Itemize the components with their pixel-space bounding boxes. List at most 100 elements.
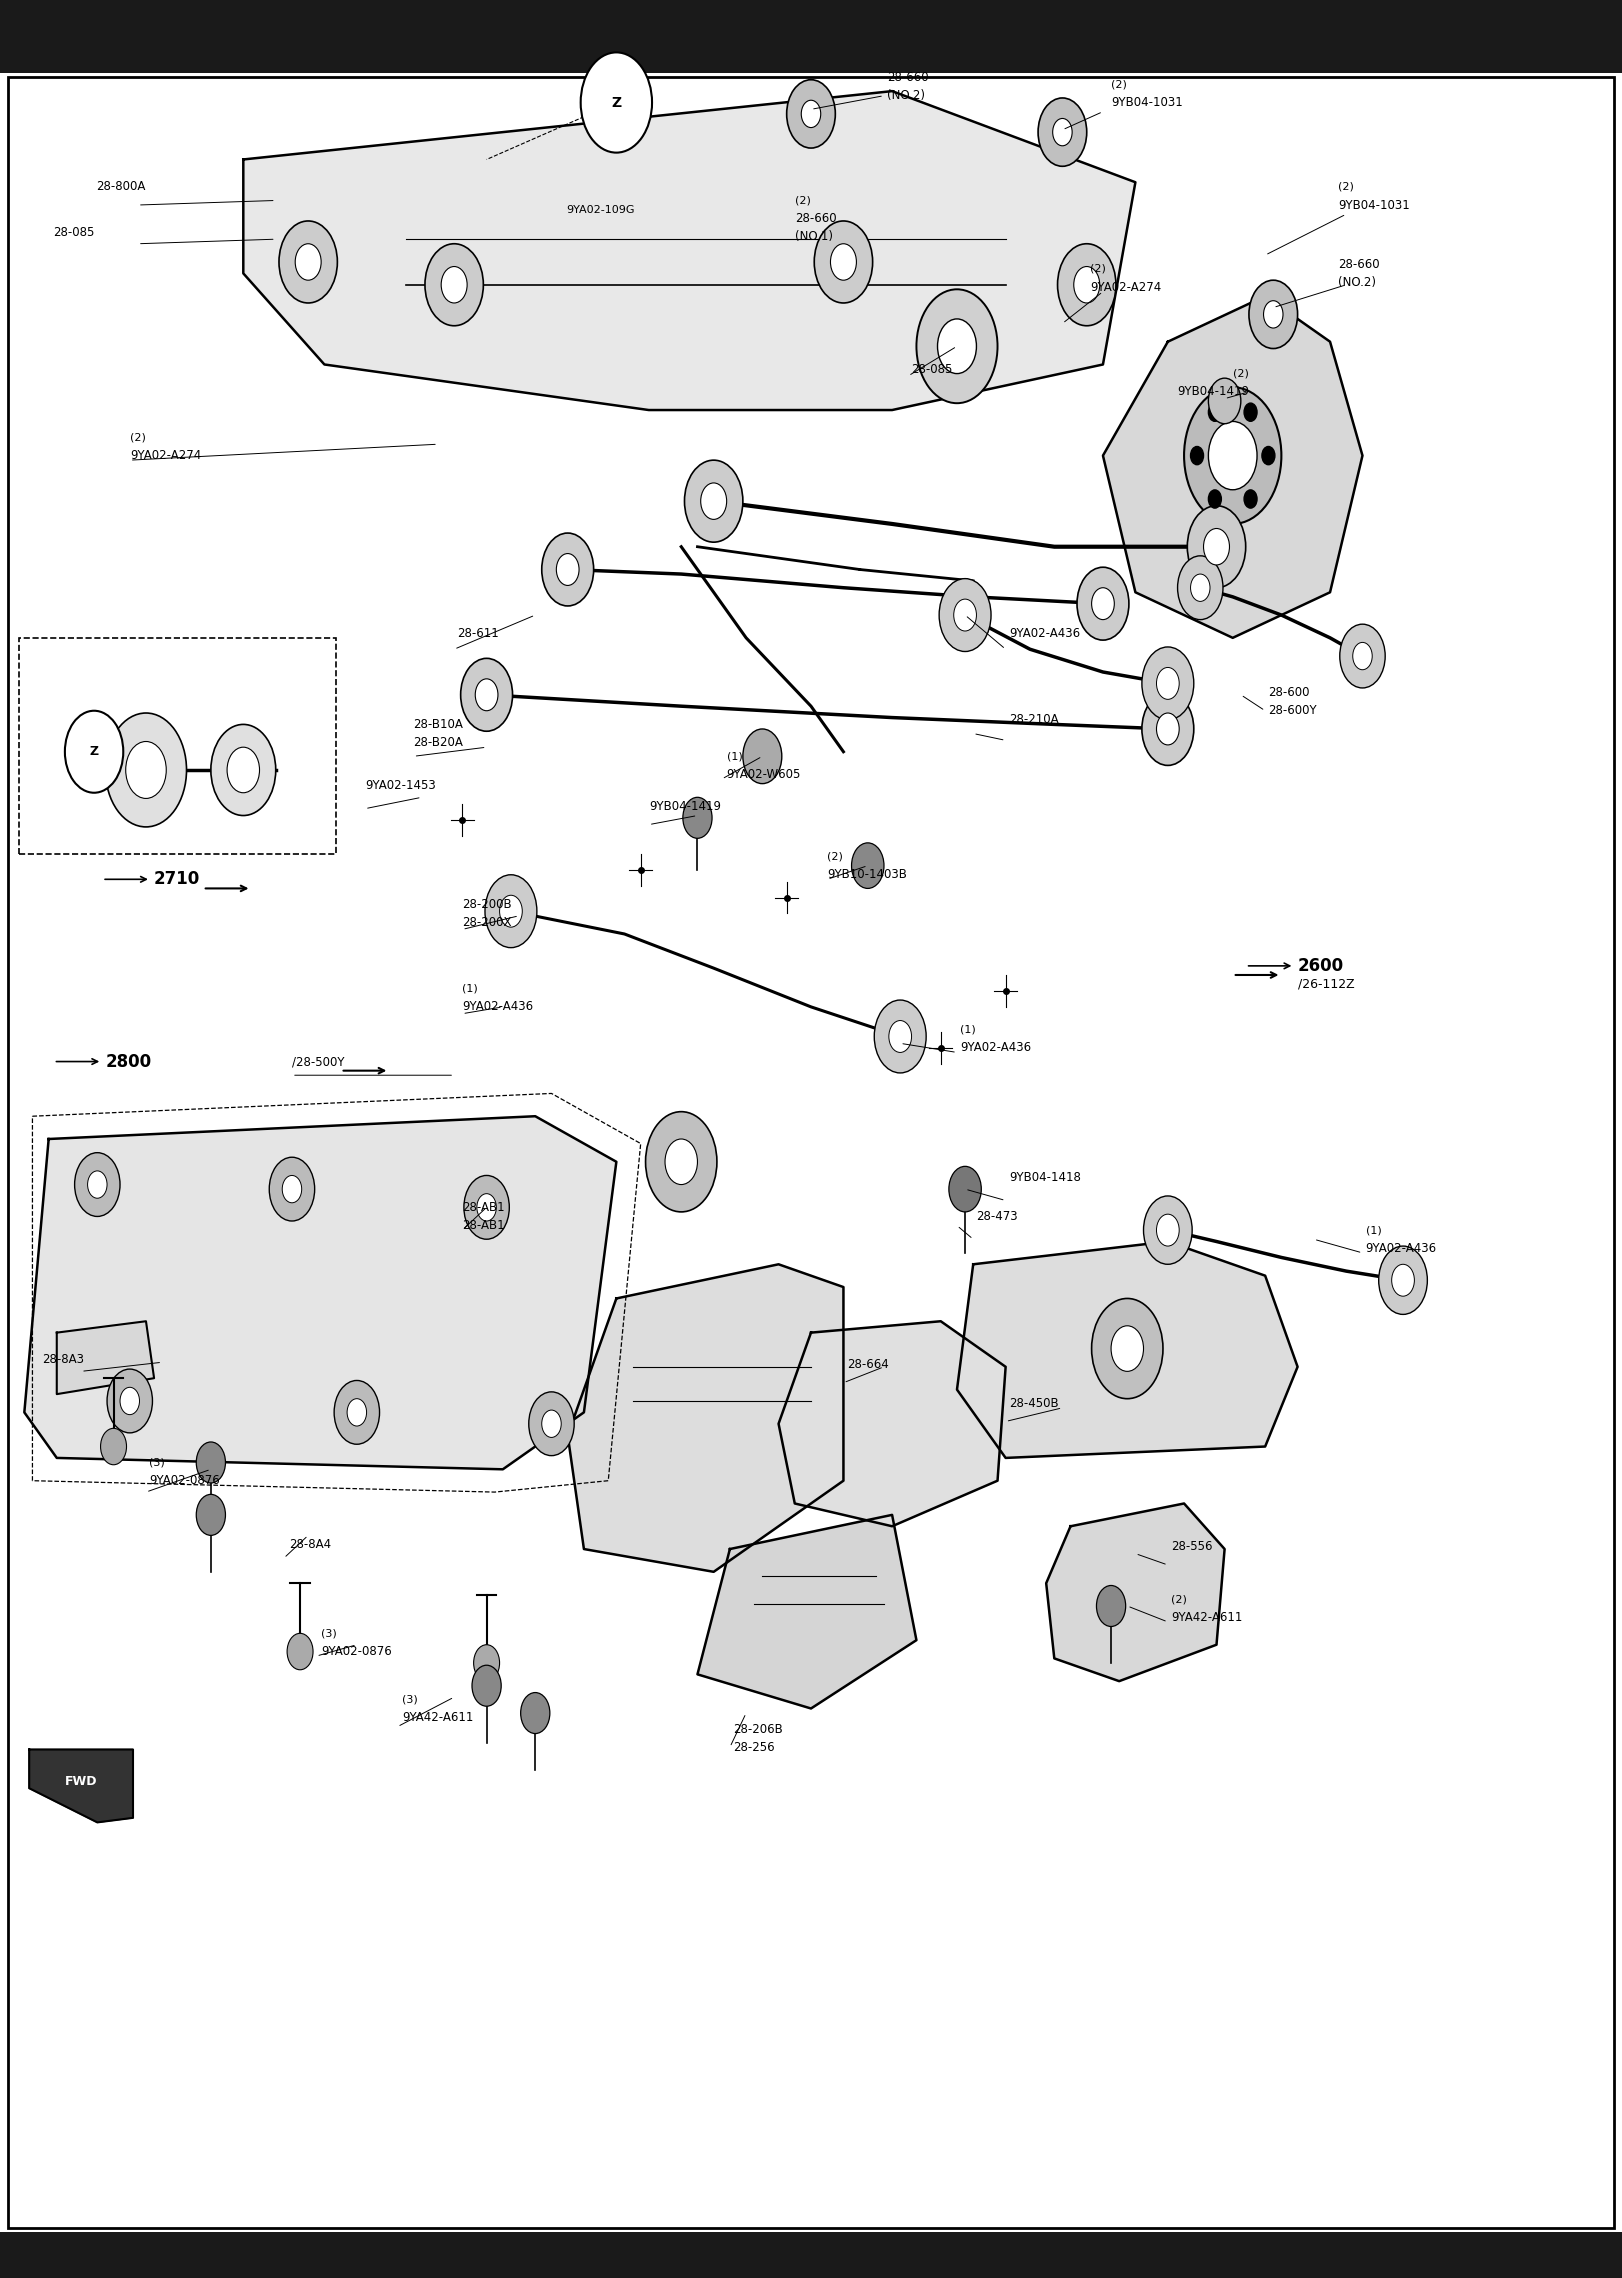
Circle shape	[475, 679, 498, 711]
Text: 9YA02-0876: 9YA02-0876	[321, 1645, 393, 1658]
Circle shape	[1077, 567, 1129, 640]
Text: 9YA02-0876: 9YA02-0876	[149, 1474, 221, 1488]
Circle shape	[477, 1194, 496, 1221]
Polygon shape	[957, 1242, 1298, 1458]
Polygon shape	[29, 1750, 133, 1822]
Text: 28-210A: 28-210A	[1009, 713, 1059, 727]
Text: Z: Z	[611, 96, 621, 109]
Circle shape	[874, 1000, 926, 1073]
Text: (1): (1)	[462, 984, 478, 993]
Circle shape	[287, 1633, 313, 1670]
Circle shape	[1264, 301, 1283, 328]
Text: 2600: 2600	[1298, 957, 1343, 975]
Text: 28-660: 28-660	[1338, 257, 1380, 271]
Text: /28-500Y: /28-500Y	[292, 1055, 344, 1068]
Circle shape	[1244, 403, 1257, 421]
Text: 9YA02-A436: 9YA02-A436	[960, 1041, 1032, 1055]
Circle shape	[801, 100, 821, 128]
Circle shape	[1379, 1246, 1427, 1314]
Text: 28-8A4: 28-8A4	[289, 1538, 331, 1551]
Text: 9YA02-109G: 9YA02-109G	[566, 205, 634, 214]
Text: 28-085: 28-085	[912, 362, 954, 376]
Text: 9YB04-1418: 9YB04-1418	[1009, 1171, 1080, 1185]
Circle shape	[1208, 378, 1241, 424]
Circle shape	[1191, 574, 1210, 601]
Text: 28-473: 28-473	[976, 1210, 1019, 1223]
Circle shape	[1191, 446, 1204, 465]
Text: (1): (1)	[1366, 1226, 1382, 1235]
Text: 9YA02-A274: 9YA02-A274	[1090, 280, 1161, 294]
Circle shape	[227, 747, 260, 793]
Text: 28-556: 28-556	[1171, 1540, 1213, 1554]
Text: 28-206B: 28-206B	[733, 1722, 783, 1736]
Text: (2): (2)	[795, 196, 811, 205]
Circle shape	[334, 1380, 380, 1444]
Text: 28-800A: 28-800A	[97, 180, 146, 194]
Text: 28-8A3: 28-8A3	[42, 1353, 84, 1367]
Text: (2): (2)	[1111, 80, 1127, 89]
Circle shape	[101, 1428, 127, 1465]
Text: 9YA02-1453: 9YA02-1453	[365, 779, 436, 793]
Text: (2): (2)	[1090, 264, 1106, 273]
Circle shape	[787, 80, 835, 148]
Circle shape	[1156, 667, 1179, 699]
Polygon shape	[24, 1116, 616, 1469]
Polygon shape	[1046, 1503, 1225, 1681]
Circle shape	[1187, 506, 1246, 588]
Circle shape	[1244, 490, 1257, 508]
Text: 28-AB1: 28-AB1	[462, 1201, 504, 1214]
Text: 9YB10-1403B: 9YB10-1403B	[827, 868, 907, 882]
Circle shape	[1096, 1585, 1126, 1626]
Circle shape	[196, 1494, 225, 1535]
Circle shape	[65, 711, 123, 793]
Text: 28-450B: 28-450B	[1009, 1396, 1059, 1410]
Text: 28-085: 28-085	[52, 226, 94, 239]
Text: 28-200X: 28-200X	[462, 916, 513, 929]
Text: 28-664: 28-664	[847, 1358, 889, 1371]
Text: 28-660: 28-660	[887, 71, 929, 84]
Text: (NO.1): (NO.1)	[795, 230, 832, 244]
Circle shape	[196, 1442, 225, 1483]
Circle shape	[684, 460, 743, 542]
Circle shape	[529, 1392, 574, 1456]
Circle shape	[1340, 624, 1385, 688]
Circle shape	[542, 1410, 561, 1437]
Text: 9YA02-A436: 9YA02-A436	[1366, 1242, 1437, 1255]
Circle shape	[1156, 1214, 1179, 1246]
Text: 9YA42-A611: 9YA42-A611	[1171, 1611, 1242, 1624]
Circle shape	[852, 843, 884, 888]
Circle shape	[1142, 693, 1194, 765]
Text: (1): (1)	[960, 1025, 976, 1034]
Circle shape	[939, 579, 991, 652]
Text: 9YB04-1031: 9YB04-1031	[1338, 198, 1410, 212]
Text: 9YB04-1419: 9YB04-1419	[1178, 385, 1249, 399]
Circle shape	[1208, 421, 1257, 490]
Circle shape	[581, 52, 652, 153]
Polygon shape	[243, 91, 1135, 410]
Polygon shape	[1103, 296, 1362, 638]
Circle shape	[472, 1665, 501, 1706]
Text: (2): (2)	[1171, 1595, 1187, 1604]
Circle shape	[1208, 490, 1221, 508]
Circle shape	[1053, 118, 1072, 146]
Circle shape	[830, 244, 856, 280]
Circle shape	[269, 1157, 315, 1221]
Circle shape	[211, 724, 276, 816]
Circle shape	[665, 1139, 697, 1185]
Text: 9YA02-W605: 9YA02-W605	[727, 768, 801, 781]
Circle shape	[1178, 556, 1223, 620]
Text: 9YA02-A436: 9YA02-A436	[1009, 626, 1080, 640]
Circle shape	[1142, 647, 1194, 720]
Text: Z: Z	[89, 745, 99, 759]
Circle shape	[521, 1693, 550, 1734]
Circle shape	[954, 599, 976, 631]
Circle shape	[949, 1166, 981, 1212]
Circle shape	[814, 221, 873, 303]
Circle shape	[441, 267, 467, 303]
Circle shape	[556, 554, 579, 585]
Circle shape	[1058, 244, 1116, 326]
FancyBboxPatch shape	[0, 2232, 1622, 2278]
Text: 9YB04-1031: 9YB04-1031	[1111, 96, 1182, 109]
Circle shape	[743, 729, 782, 784]
Text: (3): (3)	[402, 1695, 418, 1704]
